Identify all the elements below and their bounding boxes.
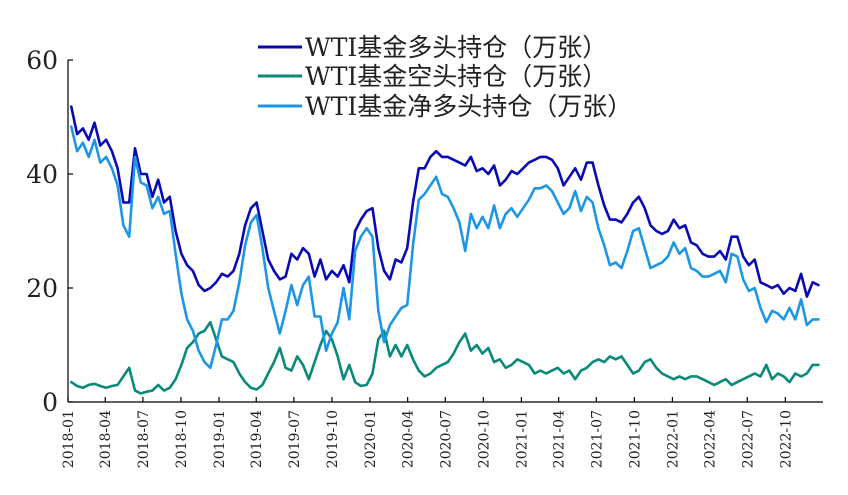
y-tick-label: 20 bbox=[26, 274, 58, 303]
x-tick-label: 2019-01 bbox=[212, 410, 228, 468]
x-tick-label: 2021-10 bbox=[627, 410, 643, 468]
x-tick-label: 2021-04 bbox=[552, 410, 568, 468]
x-tick-label: 2022-01 bbox=[665, 410, 681, 468]
legend-label-0: WTI基金多头持仓（万张） bbox=[305, 33, 607, 62]
x-tick-label: 2020-10 bbox=[476, 410, 492, 468]
x-tick-label: 2019-04 bbox=[249, 410, 265, 468]
x-tick-label: 2022-04 bbox=[703, 410, 719, 468]
legend: WTI基金多头持仓（万张）WTI基金空头持仓（万张）WTI基金净多头持仓（万张） bbox=[258, 33, 632, 121]
x-tick-label: 2018-10 bbox=[174, 410, 190, 468]
series-line-1 bbox=[70, 320, 820, 395]
axes: 0 20 40 60 2018-01 2018-04 2018-07 2018-10 2019-… bbox=[26, 46, 823, 468]
legend-label-1: WTI基金空头持仓（万张） bbox=[305, 62, 607, 91]
x-tick-label: 2021-01 bbox=[514, 410, 530, 468]
x-tick-label: 2018-04 bbox=[98, 410, 114, 468]
x-tick-label: 2022-10 bbox=[778, 410, 794, 468]
x-tick-label: 2022-07 bbox=[740, 410, 756, 468]
x-tick-label: 2019-10 bbox=[325, 410, 341, 468]
x-tick-label: 2018-01 bbox=[61, 410, 77, 468]
x-tick-label: 2020-04 bbox=[401, 410, 417, 468]
x-tick-label: 2019-07 bbox=[287, 410, 303, 468]
series-line-2 bbox=[70, 125, 820, 370]
y-tick-label: 40 bbox=[26, 160, 58, 189]
series-layer bbox=[70, 105, 820, 395]
x-tick-label: 2020-01 bbox=[363, 410, 379, 468]
x-tick-label: 2021-07 bbox=[589, 410, 605, 468]
y-tick-label: 60 bbox=[26, 46, 58, 75]
series-line-0 bbox=[70, 105, 820, 298]
legend-label-2: WTI基金净多头持仓（万张） bbox=[305, 92, 632, 121]
x-tick-label: 2018-07 bbox=[136, 410, 152, 468]
x-tick-label: 2020-07 bbox=[438, 410, 454, 468]
y-tick-label: 0 bbox=[42, 388, 58, 417]
